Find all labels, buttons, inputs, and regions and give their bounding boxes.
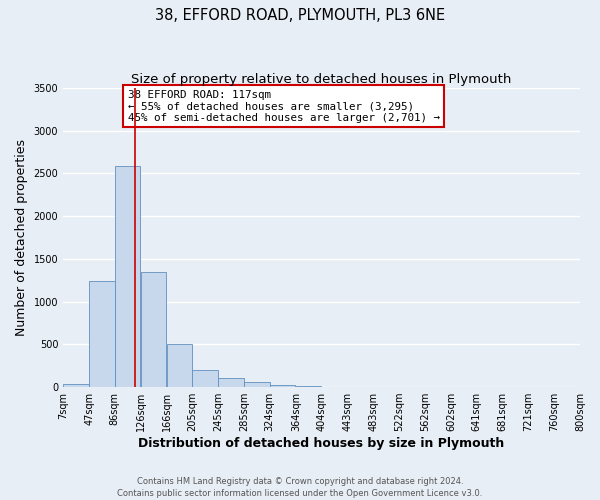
Bar bbox=[89, 281, 115, 387]
Bar bbox=[141, 272, 166, 387]
Title: Size of property relative to detached houses in Plymouth: Size of property relative to detached ho… bbox=[131, 72, 512, 86]
Text: 38, EFFORD ROAD, PLYMOUTH, PL3 6NE: 38, EFFORD ROAD, PLYMOUTH, PL3 6NE bbox=[155, 8, 445, 22]
Bar bbox=[218, 378, 244, 387]
X-axis label: Distribution of detached houses by size in Plymouth: Distribution of detached houses by size … bbox=[139, 437, 505, 450]
Y-axis label: Number of detached properties: Number of detached properties bbox=[15, 139, 28, 336]
Bar bbox=[167, 344, 192, 387]
Text: 38 EFFORD ROAD: 117sqm
← 55% of detached houses are smaller (3,295)
45% of semi-: 38 EFFORD ROAD: 117sqm ← 55% of detached… bbox=[128, 90, 440, 123]
Bar bbox=[296, 386, 321, 387]
Bar bbox=[115, 166, 140, 387]
Bar bbox=[244, 382, 270, 387]
Bar bbox=[192, 370, 218, 387]
Text: Contains HM Land Registry data © Crown copyright and database right 2024.
Contai: Contains HM Land Registry data © Crown c… bbox=[118, 476, 482, 498]
Bar bbox=[63, 384, 89, 387]
Bar bbox=[270, 386, 295, 387]
